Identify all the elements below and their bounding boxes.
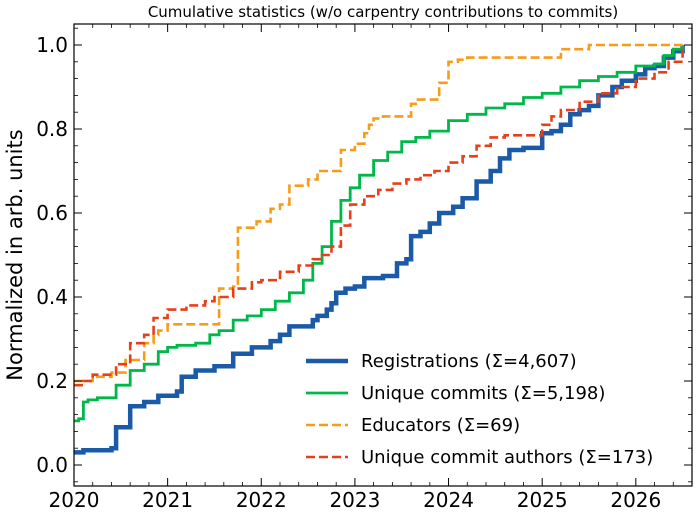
legend-label-1: Registrations (Σ=4,607)	[361, 351, 577, 372]
legend: Registrations (Σ=4,607) Unique commits (Σ…	[306, 351, 653, 468]
legend-label-2: Unique commits (Σ=5,198)	[361, 383, 605, 404]
y-tick-label: 0.0	[36, 453, 68, 477]
x-tick-label: 2026	[610, 488, 661, 512]
axes-frame	[73, 23, 693, 487]
series-layer	[74, 43, 685, 455]
y-tick-label: 0.6	[36, 201, 68, 225]
plot-frame	[73, 23, 693, 487]
legend-label-3: Educators (Σ=69)	[361, 415, 520, 436]
series-line-2	[74, 45, 684, 423]
x-tick-label: 2025	[517, 488, 568, 512]
y-tick-label: 1.0	[36, 33, 68, 57]
tick-labels: 2020 2021 2022 2023 2024 2025 2026 0.0 0.2 0.4 0.6…	[36, 33, 661, 512]
y-axis-label: Normalized in arb. units	[3, 129, 27, 380]
series-line-4	[74, 45, 684, 387]
y-tick-label: 0.4	[36, 285, 68, 309]
y-tick-label: 0.2	[36, 369, 68, 393]
x-tick-label: 2023	[329, 488, 380, 512]
x-tick-label: 2021	[142, 488, 193, 512]
y-tick-label: 0.8	[36, 117, 68, 141]
chart-title: Cumulative statistics (w/o carpentry con…	[148, 3, 618, 21]
legend-label-4: Unique commit authors (Σ=173)	[361, 447, 653, 468]
tick-marks	[73, 24, 693, 486]
x-tick-label: 2020	[49, 488, 100, 512]
x-tick-label: 2024	[423, 488, 474, 512]
series-line-3	[74, 43, 683, 383]
series-line-1	[74, 45, 685, 455]
x-tick-label: 2022	[236, 488, 287, 512]
